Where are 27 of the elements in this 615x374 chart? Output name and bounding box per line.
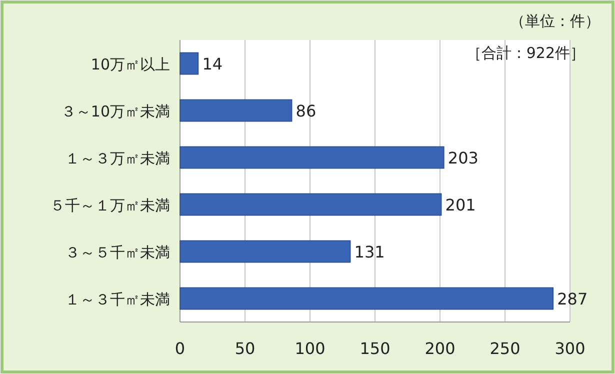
x-tick-label: 0 (174, 339, 186, 358)
data-label: 86 (296, 102, 316, 120)
y-tick-label: ３～５千㎡未満 (65, 244, 170, 262)
y-tick-label: ３～10万㎡未満 (60, 102, 170, 120)
bar (180, 99, 292, 122)
y-tick-label: ５千～１万㎡未満 (50, 196, 170, 214)
bar (180, 193, 442, 216)
x-tick-label: 150 (360, 339, 390, 358)
data-label: 131 (354, 242, 385, 262)
x-tick-label: 300 (554, 339, 586, 358)
bar (180, 146, 444, 169)
bar (180, 52, 199, 75)
x-tick-label: 250 (490, 339, 520, 358)
bar (180, 240, 351, 263)
x-tick-label: 50 (234, 339, 256, 358)
y-tick-label: 10万㎡以上 (90, 56, 170, 74)
data-label: 287 (557, 290, 588, 308)
y-tick-label: １～３万㎡未満 (65, 150, 170, 168)
annotation: ［合計：922件］ (466, 44, 585, 62)
data-label: 14 (202, 54, 223, 74)
x-tick-label: 100 (294, 339, 326, 358)
bar (180, 287, 554, 310)
text: （単位：件） (510, 12, 600, 30)
x-tick-label: 200 (424, 339, 456, 358)
y-tick-label: １～３千㎡未満 (65, 290, 170, 308)
data-label: 203 (448, 148, 478, 168)
data-label: 201 (445, 196, 476, 214)
